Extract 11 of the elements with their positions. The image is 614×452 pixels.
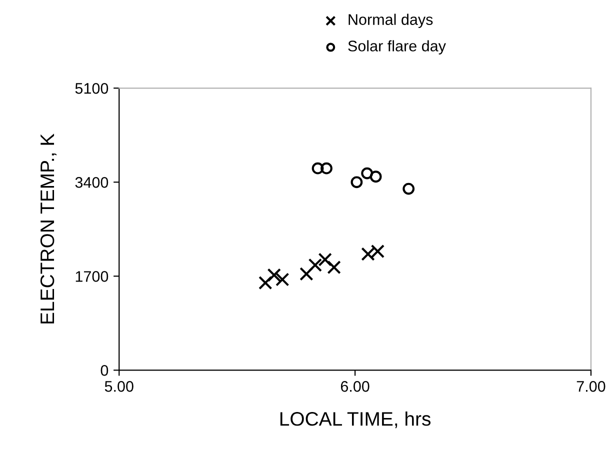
x-tick-label: 5.00 <box>104 381 134 392</box>
x-axis-title: LOCAL TIME, hrs <box>280 412 431 428</box>
x-tick-label: 6.00 <box>340 381 370 392</box>
x-tick-label: 7.00 <box>576 381 606 392</box>
legend-label: Normal days <box>348 14 433 28</box>
legend-label: Solar flare day <box>348 40 446 54</box>
y-tick-label: 1700 <box>76 271 108 282</box>
y-tick-label: 5100 <box>75 83 108 94</box>
y-tick-label: 0 <box>100 365 108 376</box>
y-tick-label: 3400 <box>75 177 108 188</box>
y-axis-title: ELECTRON TEMP., K <box>40 134 57 324</box>
